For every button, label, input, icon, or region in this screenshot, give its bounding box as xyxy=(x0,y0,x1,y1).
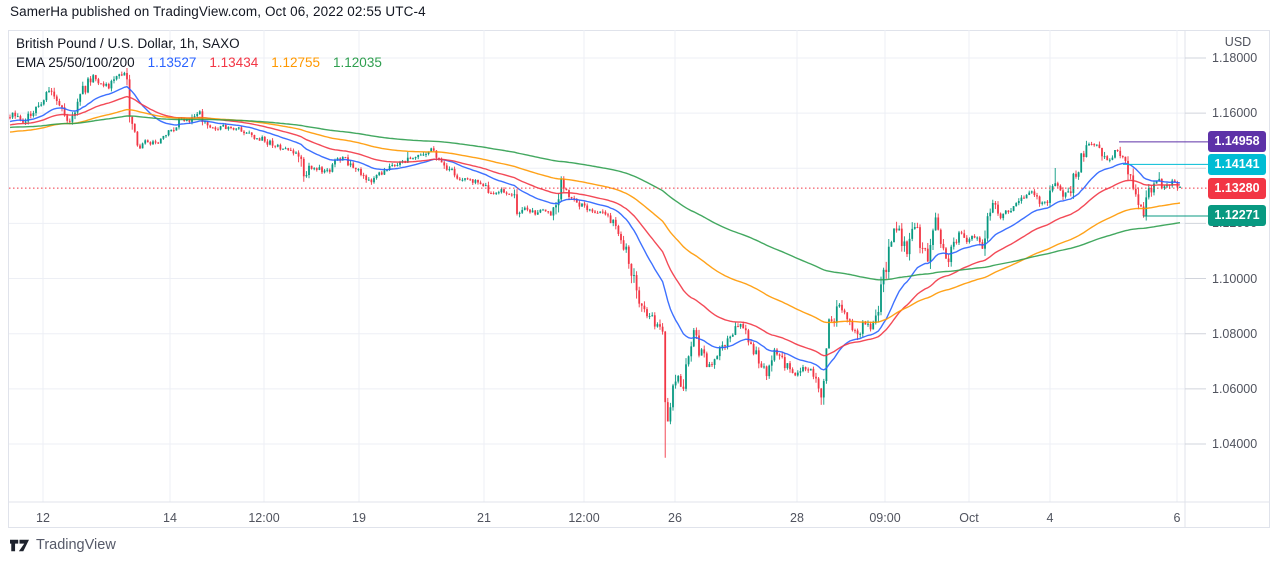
level-price-line-tag: 1.14141 xyxy=(1208,153,1266,175)
tradingview-logo-icon xyxy=(10,539,29,551)
ema200-value: 1.12035 xyxy=(333,55,382,70)
time-tick-label: 12:00 xyxy=(568,511,600,525)
time-tick-label: 6 xyxy=(1173,511,1181,525)
high-price-line-tag: 1.14958 xyxy=(1208,131,1266,153)
time-tick-label: 09:00 xyxy=(869,511,901,525)
price-tick-label: 1.06000 xyxy=(1212,381,1258,396)
low-price-line-tag: 1.12271 xyxy=(1208,205,1266,227)
currency-label: USD xyxy=(1224,35,1252,49)
price-tick-label: 1.16000 xyxy=(1212,106,1258,121)
ema100-value: 1.12755 xyxy=(271,55,321,70)
time-tick-label: 26 xyxy=(668,511,682,525)
time-tick-label: 12:00 xyxy=(248,511,280,525)
indicator-label: EMA 25/50/100/200 xyxy=(16,55,135,70)
chart-legend: British Pound / U.S. Dollar, 1h, SAXO EM… xyxy=(16,36,382,70)
time-tick-label: 28 xyxy=(790,511,804,525)
current-price-line-tag: 1.13280 xyxy=(1208,177,1266,199)
time-tick-label: 21 xyxy=(477,511,491,525)
price-tick-label: 1.04000 xyxy=(1212,436,1258,451)
time-tick-label: 19 xyxy=(352,511,366,525)
time-tick-label: Oct xyxy=(959,511,979,525)
time-tick-label: 4 xyxy=(1046,511,1054,525)
time-tick-label: 14 xyxy=(163,511,177,525)
indicator-legend[interactable]: EMA 25/50/100/200 1.13527 1.13434 1.1275… xyxy=(16,55,382,70)
ema50-value: 1.13434 xyxy=(209,55,259,70)
ema25-value: 1.13527 xyxy=(147,55,197,70)
tradingview-watermark-label: TradingView xyxy=(36,537,116,553)
publisher-line: SamerHa published on TradingView.com, Oc… xyxy=(10,4,426,19)
tradingview-watermark[interactable]: TradingView xyxy=(10,537,116,553)
price-tick-label: 1.08000 xyxy=(1212,326,1258,341)
time-tick-label: 12 xyxy=(36,511,50,525)
price-tick-label: 1.18000 xyxy=(1212,51,1258,65)
price-tick-label: 1.10000 xyxy=(1212,271,1258,286)
symbol-title[interactable]: British Pound / U.S. Dollar, 1h, SAXO xyxy=(16,36,240,51)
